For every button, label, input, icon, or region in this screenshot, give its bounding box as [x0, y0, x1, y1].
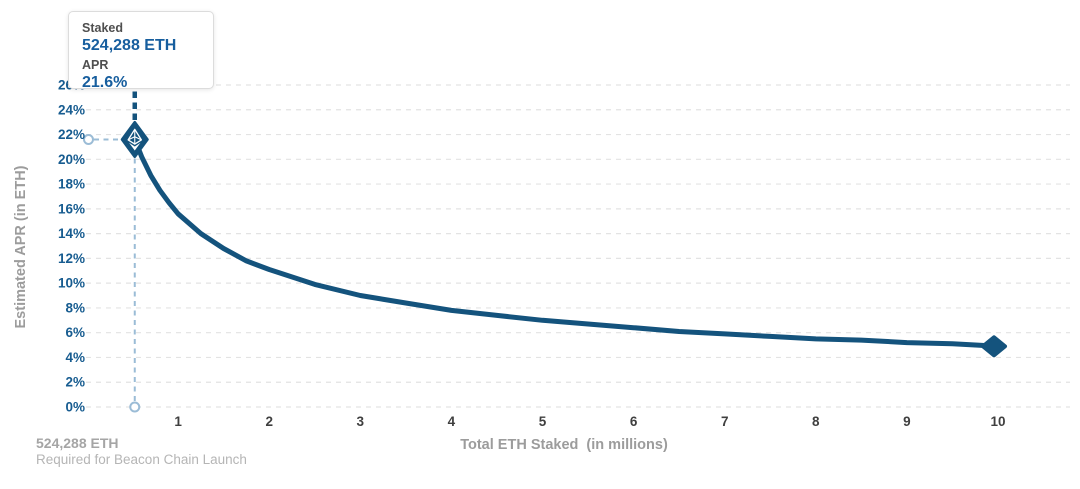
tooltip-apr-label: APR — [82, 57, 109, 72]
ethereum-icon-fold-line — [127, 136, 142, 141]
curve-end-marker[interactable] — [981, 335, 1007, 358]
footnote-description: Required for Beacon Chain Launch — [36, 451, 247, 467]
y-tick-label: 6% — [65, 325, 85, 340]
y-tick-label: 14% — [58, 226, 85, 241]
y-tick-label: 4% — [65, 350, 85, 365]
x-tick-label: 2 — [265, 414, 273, 429]
y-tick-label: 24% — [58, 102, 85, 117]
y-tick-label: 16% — [58, 201, 85, 216]
tooltip-staked-value: 524,288 ETH — [82, 36, 177, 54]
y-tick-label: 22% — [58, 127, 85, 142]
x-tick-label: 4 — [448, 414, 456, 429]
y-axis-title: Estimated APR (in ETH) — [13, 165, 29, 328]
ethereum-icon — [127, 128, 143, 145]
x-tick-label: 8 — [812, 414, 820, 429]
x-axis-reference-circle — [129, 401, 141, 413]
tooltip-staked-label: Staked — [82, 21, 123, 35]
footnote-eth-amount: 524,288 ETH — [36, 435, 119, 451]
tooltip-apr-value: 21.6% — [82, 73, 128, 91]
x-tick-label: 6 — [630, 414, 638, 429]
ethereum-icon-base — [129, 142, 141, 151]
y-tick-label: 12% — [58, 251, 85, 266]
x-tick-label: 5 — [539, 414, 547, 429]
end-marker-diamond — [981, 335, 1007, 358]
launch-requirement-note: 524,288 ETH Required for Beacon Chain La… — [36, 435, 247, 468]
y-axis-reference-circle — [83, 133, 94, 145]
apr-curve-line[interactable] — [132, 137, 1001, 349]
x-axis-title: Total ETH Staked (in millions) — [460, 437, 668, 453]
tooltip: Staked 524,288 ETH APR 21.6% — [68, 11, 214, 91]
y-tick-label: 2% — [65, 375, 85, 390]
y-tick-label: 18% — [58, 177, 85, 192]
y-tick-label: 20% — [58, 152, 85, 167]
x-tick-label: 3 — [357, 414, 365, 429]
x-tick-label: 7 — [721, 414, 729, 429]
x-tick-label: 9 — [903, 414, 911, 429]
y-tick-label: 0% — [65, 400, 85, 415]
x-tick-label: 1 — [174, 414, 182, 429]
staked-point-ethereum-marker[interactable] — [120, 120, 149, 158]
y-tick-label: 8% — [65, 300, 85, 315]
x-tick-label: 10 — [990, 414, 1005, 429]
y-tick-label: 10% — [58, 276, 85, 291]
